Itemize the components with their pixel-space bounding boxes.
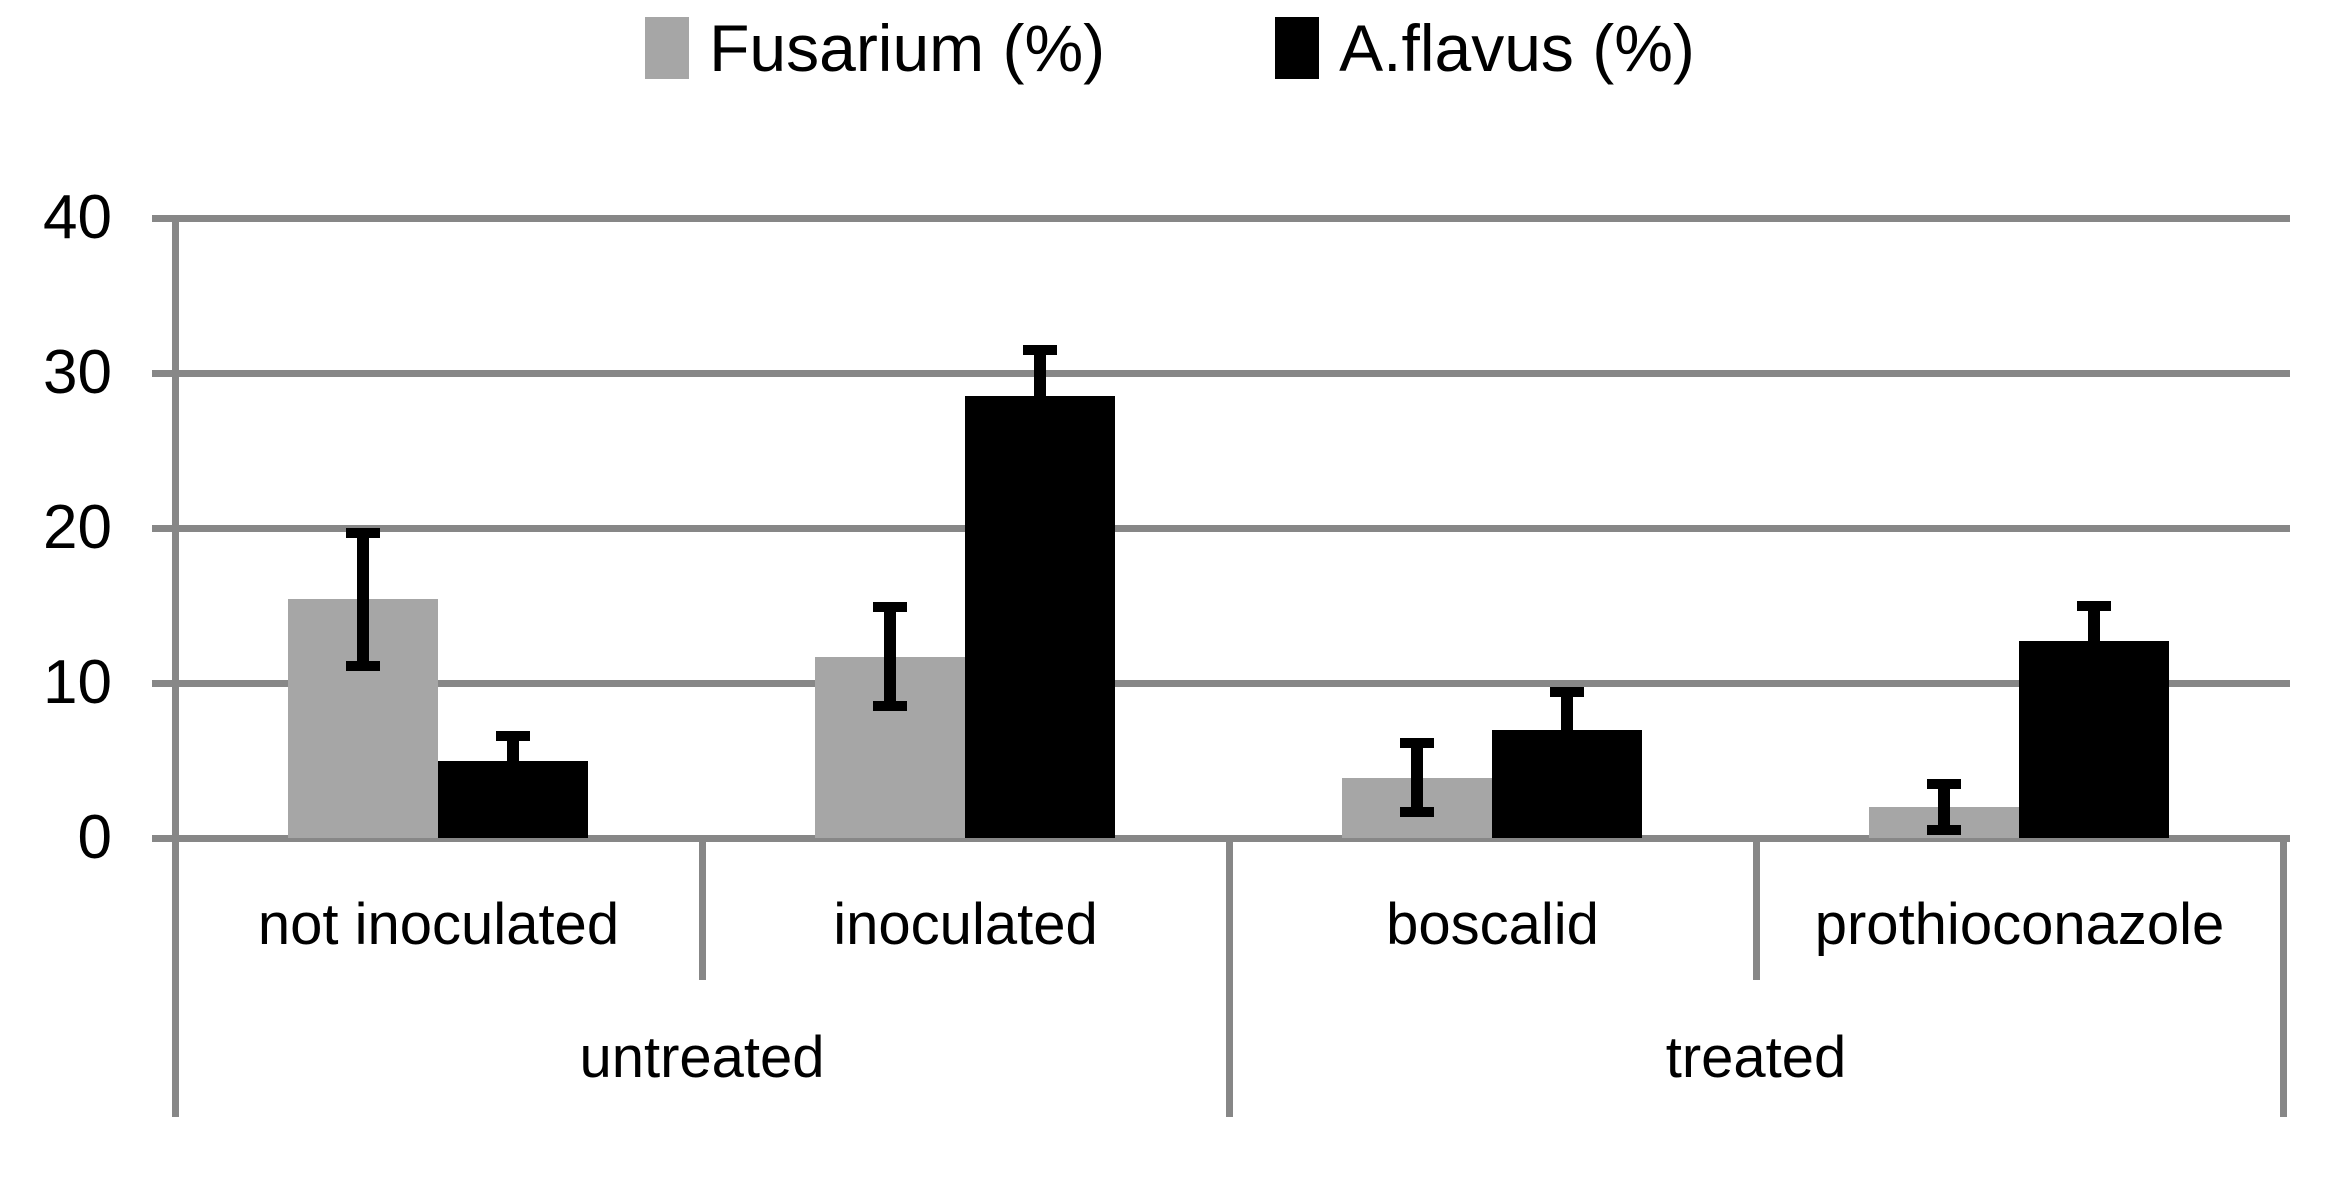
category-separator-line — [699, 838, 706, 980]
y-axis-tick-label: 40 — [43, 183, 112, 252]
error-bar-line-aflavus-not-inoculated — [507, 735, 519, 786]
gridline-y-10 — [152, 679, 2290, 687]
error-bar-line-fusarium-prothioconazole — [1938, 783, 1950, 831]
y-axis-tick-label: 30 — [43, 338, 112, 407]
group-separator-line — [2280, 838, 2287, 1117]
error-bar-cap-bottom-aflavus-not-inoculated — [496, 780, 530, 791]
x-axis-group-label: untreated — [579, 1024, 825, 1090]
error-bar-cap-top-aflavus-inoculated — [1023, 344, 1057, 355]
legend-swatch-aflavus-icon — [1275, 17, 1320, 79]
error-bar-cap-top-fusarium-prothioconazole — [1927, 778, 1961, 789]
error-bar-cap-bottom-fusarium-prothioconazole — [1927, 825, 1961, 836]
error-bar-cap-bottom-fusarium-boscalid — [1400, 806, 1434, 817]
y-axis-tick-label: 0 — [77, 803, 112, 872]
gridline-y-20 — [152, 524, 2290, 532]
gridline-y-0 — [152, 834, 2290, 842]
y-axis-tick-label: 20 — [43, 493, 112, 562]
error-bar-cap-bottom-aflavus-inoculated — [1023, 437, 1057, 448]
x-axis-category-label: inoculated — [833, 892, 1098, 957]
error-bar-cap-bottom-fusarium-not-inoculated — [346, 660, 380, 671]
error-bar-line-aflavus-prothioconazole — [2088, 605, 2100, 677]
x-axis-category-label: prothioconazole — [1814, 892, 2225, 957]
x-axis-category-label: not inoculated — [257, 892, 620, 957]
error-bar-cap-top-fusarium-inoculated — [873, 602, 907, 613]
error-bar-cap-bottom-aflavus-prothioconazole — [2077, 671, 2111, 682]
error-bar-cap-top-fusarium-boscalid — [1400, 738, 1434, 749]
error-bar-cap-bottom-fusarium-inoculated — [873, 701, 907, 712]
bar-aflavus-inoculated — [965, 396, 1115, 838]
error-bar-line-fusarium-boscalid — [1411, 743, 1423, 812]
legend-label-fusarium: Fusarium (%) — [709, 11, 1106, 85]
x-axis-category-label: boscalid — [1386, 892, 1599, 957]
legend-item-aflavus: A.flavus (%) — [1275, 10, 1695, 86]
error-bar-cap-bottom-aflavus-boscalid — [1550, 761, 1584, 772]
error-bar-cap-top-aflavus-not-inoculated — [496, 730, 530, 741]
legend-item-fusarium: Fusarium (%) — [645, 10, 1105, 86]
legend-label-aflavus: A.flavus (%) — [1339, 11, 1695, 85]
error-bar-line-fusarium-inoculated — [884, 607, 896, 707]
error-bar-cap-top-fusarium-not-inoculated — [346, 527, 380, 538]
legend-swatch-fusarium-icon — [645, 17, 690, 79]
y-axis-line — [172, 218, 179, 1117]
error-bar-cap-top-aflavus-boscalid — [1550, 687, 1584, 698]
y-axis-tick-label: 10 — [43, 648, 112, 717]
chart-legend: Fusarium (%) A.flavus (%) — [0, 10, 2340, 86]
x-axis-group-label: treated — [1665, 1024, 1847, 1090]
error-bar-line-aflavus-boscalid — [1561, 692, 1573, 767]
gridline-y-40 — [152, 214, 2290, 222]
error-bar-line-aflavus-inoculated — [1034, 349, 1046, 443]
error-bar-cap-top-aflavus-prothioconazole — [2077, 600, 2111, 611]
group-separator-line — [1226, 838, 1233, 1117]
error-bar-line-fusarium-not-inoculated — [357, 532, 369, 666]
category-separator-line — [1753, 838, 1760, 980]
gridline-y-30 — [152, 369, 2290, 377]
